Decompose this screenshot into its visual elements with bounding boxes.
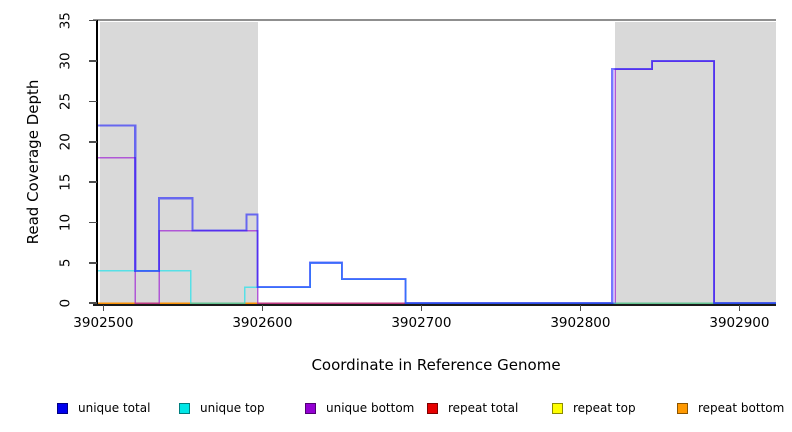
series-path-unique-bottom [97,60,776,304]
y-axis-tick [89,60,97,62]
series-path-unique-top [97,262,776,304]
x-axis-tick [102,305,105,311]
y-axis-tick [89,221,97,224]
legend-item-repeat-total: repeat total [427,399,518,417]
x-axis-tick-label: 3902600 [232,315,293,331]
x-axis-tick [738,305,741,311]
y-axis-tick-label: 35 [57,12,74,30]
legend-swatch-repeat-bottom [677,402,688,414]
x-axis-tick-label: 3902800 [550,315,611,331]
legend-label: repeat top [573,401,636,415]
legend-item-unique-total: unique total [57,399,150,417]
plot-top-border [93,19,776,21]
legend-label: unique top [200,401,265,415]
x-axis-tick-label: 3902700 [391,315,452,331]
legend-item-repeat-bottom: repeat bottom [677,399,784,417]
x-axis-tick-label: 3902500 [73,315,134,331]
y-axis-tick-label: 30 [57,52,74,70]
y-axis-tick-label: 10 [57,213,74,232]
y-axis-tick [89,262,97,264]
legend-item-unique-top: unique top [179,399,265,417]
legend-label: repeat total [448,401,519,415]
legend-swatch-unique-top [179,402,190,414]
legend-label: repeat bottom [698,401,785,415]
x-axis-tick [579,305,582,311]
legend-swatch-repeat-total [427,402,438,414]
shaded-region [100,21,258,305]
legend-label: unique bottom [326,401,415,415]
y-axis-tick-label: 5 [57,258,74,268]
y-axis-tick [89,141,97,143]
legend-label: unique total [78,401,151,415]
y-axis-title: Read Coverage Depth [24,79,42,245]
y-axis-tick-label: 15 [57,173,74,191]
y-axis-tick-label: 0 [57,298,74,308]
y-axis-tick-label: 20 [57,133,74,151]
plot-area [97,60,776,305]
x-axis-title: Coordinate in Reference Genome [311,356,561,374]
series-path-unique-total [97,60,776,305]
legend-item-repeat-top: repeat top [552,399,636,417]
legend-swatch-unique-bottom [305,402,316,414]
x-axis-tick-label: 3902900 [709,315,770,331]
y-axis-line [96,20,98,305]
y-axis-tick [89,181,97,183]
x-axis-tick [420,305,423,311]
y-axis-tick [89,100,97,103]
legend-swatch-repeat-top [552,402,563,414]
x-axis-tick [261,305,264,311]
legend-swatch-unique-total [57,402,68,414]
y-axis-tick-label: 25 [57,92,74,111]
x-axis-line [93,304,776,306]
legend-item-unique-bottom: unique bottom [305,399,414,417]
y-axis-tick [89,302,97,304]
y-axis-tick [89,19,97,22]
